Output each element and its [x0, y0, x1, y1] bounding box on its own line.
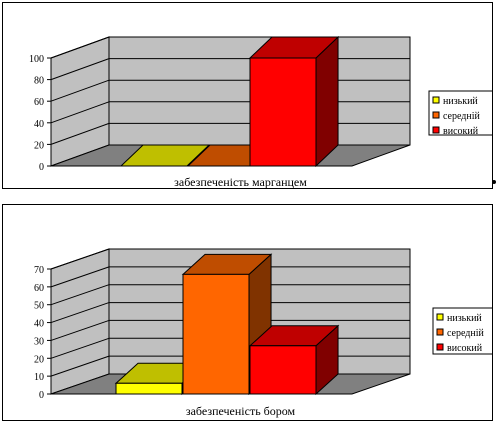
- y-tick-label: 0: [39, 162, 44, 173]
- legend-label-0: низький: [447, 313, 482, 324]
- legend-label-0: низький: [443, 96, 478, 107]
- y-tick-label: 100: [29, 54, 44, 65]
- legend-label-2: високий: [447, 343, 483, 354]
- y-tick-label: 60: [34, 97, 44, 108]
- side-wall: [50, 248, 110, 395]
- boron-chart-svg: 0 10 20 30 40 50 60 70 забезпеченість бором низьк…: [34, 248, 492, 418]
- y-tick-label: 0: [39, 390, 44, 401]
- y-tick-label: 50: [34, 301, 44, 312]
- bar-2: [249, 345, 317, 395]
- y-tick-label: 20: [34, 354, 44, 365]
- legend-swatch-2: [436, 343, 444, 351]
- y-tick-label: 30: [34, 336, 44, 347]
- gridline-side: [50, 355, 110, 377]
- legend-swatch-2: [432, 126, 440, 134]
- legend-swatch-1: [436, 328, 444, 336]
- boron-chart: 0 10 20 30 40 50 60 70 забезпеченість бором низьк…: [2, 204, 493, 421]
- gridline-side: [50, 319, 110, 341]
- manganese-chart-svg: 0 20 40 60 80 100 забезпеченість марганцем низь…: [29, 35, 492, 188]
- side-wall: [50, 36, 110, 167]
- y-tick-label: 40: [34, 119, 44, 130]
- gridline-side: [50, 337, 110, 359]
- legend-label-1: середній: [443, 111, 481, 122]
- bullet-mark: [492, 180, 496, 184]
- bar-1: [182, 273, 250, 395]
- gridline-side: [50, 284, 110, 306]
- bar-side-2: [315, 35, 339, 168]
- y-tick-label: 20: [34, 140, 44, 151]
- y-tick-label: 80: [34, 76, 44, 87]
- gridline-side: [50, 248, 110, 270]
- bar-0: [115, 382, 183, 395]
- bar-top-0: [119, 144, 211, 167]
- legend-swatch-0: [432, 96, 440, 104]
- gridline-side: [50, 266, 110, 288]
- bar-2: [249, 57, 317, 167]
- gridline-side: [50, 122, 110, 145]
- y-tick-label: 70: [34, 265, 44, 276]
- gridline-side: [50, 79, 110, 102]
- gridline-side: [50, 101, 110, 124]
- manganese-chart: 0 20 40 60 80 100 забезпеченість марганцем низь…: [2, 2, 493, 189]
- y-tick-label: 40: [34, 319, 44, 330]
- legend-label-1: середній: [447, 328, 485, 339]
- gridline-side: [50, 36, 110, 59]
- legend-label-2: високий: [443, 126, 479, 137]
- gridline-side: [50, 302, 110, 324]
- x-axis-label: забезпеченість бором: [186, 404, 296, 418]
- legend-swatch-0: [436, 313, 444, 321]
- y-tick-label: 60: [34, 283, 44, 294]
- y-tick-label: 10: [34, 372, 44, 383]
- gridline-side: [50, 58, 110, 81]
- legend-swatch-1: [432, 111, 440, 119]
- x-axis-label: забезпеченість марганцем: [174, 175, 307, 188]
